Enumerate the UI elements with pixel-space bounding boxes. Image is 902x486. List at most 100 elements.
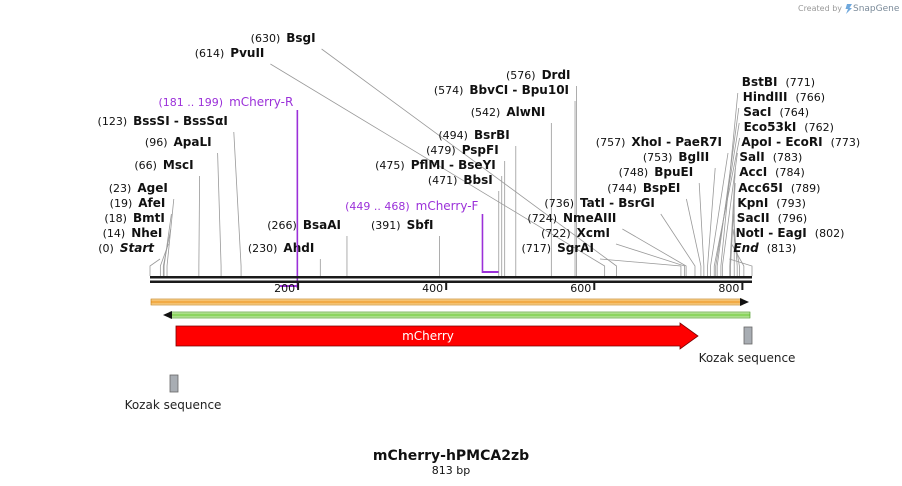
site-name: AfeI xyxy=(138,196,165,210)
site-ahdi: AhdI (230) xyxy=(248,241,314,255)
site-afei: AfeI (19) xyxy=(110,196,166,210)
site-nmeaiii: NmeAIII (724) xyxy=(527,211,616,225)
site-name: Eco53kI xyxy=(744,120,797,134)
primer-range: (449 .. 468) xyxy=(345,200,410,213)
site-line-bsgi xyxy=(321,48,617,276)
site-name: SgrAI xyxy=(557,241,594,255)
site-name: HindIII xyxy=(743,90,788,104)
site-sgrai: SgrAI (717) xyxy=(522,241,595,255)
site-apali: ApaLI (96) xyxy=(145,135,212,149)
site-position: (796) xyxy=(778,212,808,225)
site-line-tati-bsrgi xyxy=(660,213,696,276)
site-bmti: BmtI (18) xyxy=(104,211,164,225)
site-name: BbvCI - Bpu10I xyxy=(469,83,569,97)
site-line-sali xyxy=(729,167,736,276)
site-hindiii: HindIII (766) xyxy=(743,90,825,104)
site-bbsi: BbsI (471) xyxy=(428,173,493,187)
site-position: (757) xyxy=(596,136,626,149)
site-position: (764) xyxy=(780,106,810,119)
backbone-top-strand xyxy=(150,276,752,279)
site-position: (789) xyxy=(791,182,821,195)
site-name: BstBI xyxy=(742,75,778,89)
site-name: SacII xyxy=(737,211,770,225)
tick-mark-600 xyxy=(593,283,596,290)
site-line-noti-eagi xyxy=(731,243,745,276)
site-alwni: AlwNI (542) xyxy=(471,105,546,119)
tick-mark-800 xyxy=(741,283,744,290)
site-name: BmtI xyxy=(133,211,165,225)
site-kpni: KpnI (793) xyxy=(737,196,806,210)
features: mCherry Kozak sequence Kozak sequence xyxy=(125,322,795,412)
site-line-afei xyxy=(163,213,172,276)
site-bsrbi: BsrBI (494) xyxy=(438,128,509,142)
site-position: (736) xyxy=(544,197,574,210)
site-sali: SalI (783) xyxy=(739,150,802,164)
site-position: (574) xyxy=(434,84,464,97)
site-position: (23) xyxy=(109,182,132,195)
site-name: NotI - EagI xyxy=(736,226,807,240)
site-labels: Start (0) NheI (14) BmtI (18) AfeI (19) AgeI (23)… xyxy=(98,31,861,255)
site-position: (753) xyxy=(643,151,673,164)
site-position: (471) xyxy=(428,174,458,187)
site-sacii: SacII (796) xyxy=(737,211,807,225)
site-position: (266) xyxy=(267,219,297,232)
site-acc65i: Acc65I (789) xyxy=(738,181,820,195)
site-position: (783) xyxy=(773,151,803,164)
site-nhei: NheI (14) xyxy=(103,226,163,240)
site-line-bmti xyxy=(162,228,172,276)
site-position: (19) xyxy=(110,197,133,210)
site-name: NheI xyxy=(131,226,162,240)
site-line-sacii xyxy=(732,228,740,276)
reverse-strand-arrow xyxy=(163,311,751,319)
site-line-pvuii xyxy=(270,63,606,276)
site-xcmi: XcmI (722) xyxy=(541,226,610,240)
site-name: BpuEI xyxy=(654,165,693,179)
snapgene-logo-icon xyxy=(845,4,852,14)
site-leader-lines xyxy=(149,48,753,276)
site-saci: SacI (764) xyxy=(743,105,809,119)
site-pvuii: PvuII (614) xyxy=(195,46,265,60)
tick-label-400: 400 xyxy=(422,282,443,295)
site-line-hindiii xyxy=(716,107,740,276)
site-xhoi-paer7i: XhoI - PaeR7I (757) xyxy=(596,135,722,149)
credit-brand: SnapGene xyxy=(853,4,900,14)
site-name: NmeAIII xyxy=(563,211,616,225)
site-name: AhdI xyxy=(283,241,314,255)
tick-label-600: 600 xyxy=(570,282,591,295)
site-line-saci xyxy=(715,122,740,276)
site-msci: MscI (66) xyxy=(134,158,193,172)
site-line-bpuei xyxy=(698,182,705,276)
site-name: AgeI xyxy=(137,181,167,195)
site-line-bglii xyxy=(707,167,716,276)
site-line-sgrai xyxy=(599,258,682,276)
site-bsssi-bsss-i: BssSI - BssSαI (123) xyxy=(98,114,228,128)
site-line-eco53ki xyxy=(713,137,740,276)
site-name: BbsI xyxy=(463,173,492,187)
site-position: (66) xyxy=(134,159,157,172)
site-position: (762) xyxy=(804,121,834,134)
site-line-bstbi xyxy=(720,92,739,276)
sequence-length: 813 bp xyxy=(432,464,470,477)
credit-prefix: Created by xyxy=(798,4,842,13)
site-name: PspFI xyxy=(462,143,499,157)
site-position: (748) xyxy=(619,166,649,179)
site-position: (391) xyxy=(371,219,401,232)
primer-name: mCherry-R xyxy=(229,95,293,109)
site-drdi: DrdI (576) xyxy=(506,68,571,82)
site-position: (630) xyxy=(251,32,281,45)
primer-mcherry-r: mCherry-R (181 .. 199) xyxy=(159,95,299,288)
site-line-apoi-ecori xyxy=(721,152,738,276)
site-position: (0) xyxy=(98,242,114,255)
site-sbfi: SbfI (391) xyxy=(371,218,434,232)
site-position: (494) xyxy=(438,129,468,142)
site-name: Acc65I xyxy=(738,181,783,195)
backbone-bottom-strand xyxy=(150,280,752,283)
site-end: End (813) xyxy=(733,241,796,255)
site-name: Start xyxy=(120,241,155,255)
site-position: (14) xyxy=(103,227,126,240)
feature-label: Kozak sequence xyxy=(125,398,222,412)
snapgene-credit: Created by SnapGene xyxy=(798,4,900,14)
site-position: (744) xyxy=(607,182,637,195)
site-position: (18) xyxy=(104,212,127,225)
